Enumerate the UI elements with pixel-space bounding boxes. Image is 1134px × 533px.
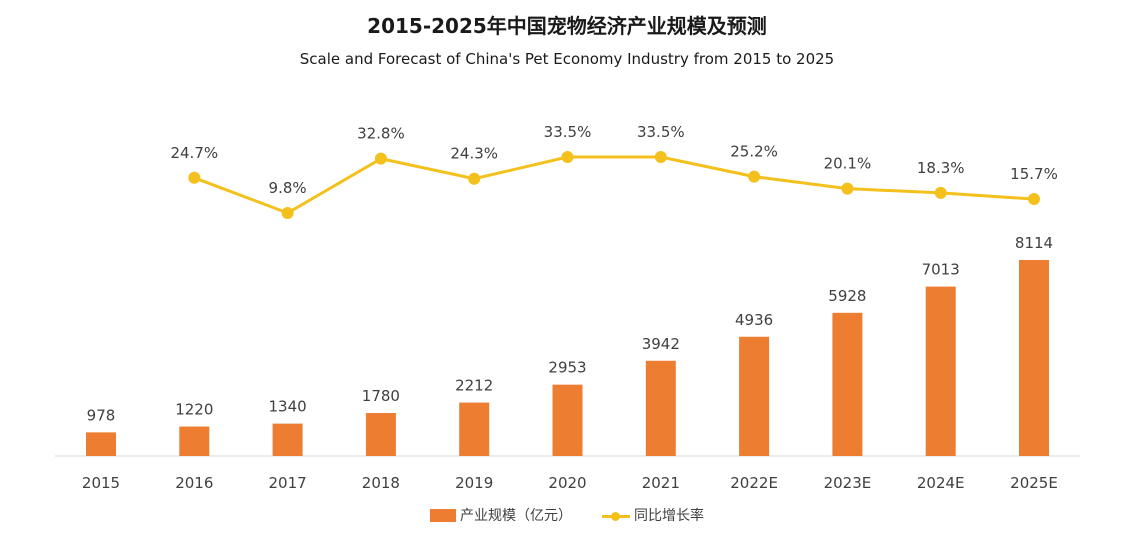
x-tick-label-2016: 2016 <box>175 474 213 492</box>
bar-label-2017: 1340 <box>269 398 307 416</box>
legend: 产业规模（亿元） 同比增长率 <box>0 505 1134 525</box>
legend-label-growth: 同比增长率 <box>634 508 704 524</box>
growth-label-2025E: 15.7% <box>1010 165 1058 183</box>
growth-label-2016: 24.7% <box>170 144 218 162</box>
growth-rate-line <box>193 155 1035 215</box>
bar-2016 <box>179 426 210 456</box>
growth-label-2020: 33.5% <box>544 123 592 141</box>
growth-point-2016 <box>188 171 201 184</box>
bar-label-2021: 3942 <box>642 335 680 353</box>
x-tick-label-2022E: 2022E <box>730 474 778 492</box>
bar-2019 <box>459 402 490 456</box>
growth-point-2019 <box>468 172 481 185</box>
legend-line-swatch <box>602 509 630 522</box>
bar-label-2015: 978 <box>87 406 116 424</box>
bar-2024E <box>925 286 956 456</box>
x-tick-label-2023E: 2023E <box>824 474 872 492</box>
growth-label-2017: 9.8% <box>269 179 307 197</box>
bar-2025E <box>1019 260 1049 456</box>
bar-2017 <box>272 423 303 456</box>
growth-point-2020 <box>561 151 574 163</box>
growth-label-2023E: 20.1% <box>824 155 872 173</box>
legend-item-growth: 同比增长率 <box>602 505 704 525</box>
x-tick-label-2018: 2018 <box>362 474 400 492</box>
x-tick-label-2021: 2021 <box>642 474 680 492</box>
legend-label-scale: 产业规模（亿元） <box>460 508 572 524</box>
growth-label-2019: 24.3% <box>450 145 498 163</box>
chart-title: 2015-2025年中国宠物经济产业规模及预测 <box>367 14 767 38</box>
growth-point-2017 <box>281 207 294 220</box>
bar-2021 <box>645 360 676 456</box>
x-tick-label-2015: 2015 <box>82 474 120 492</box>
growth-point-2021 <box>654 151 667 163</box>
x-tick-label-2019: 2019 <box>455 474 493 492</box>
growth-point-2024E <box>934 186 947 199</box>
bar-2018 <box>365 413 396 456</box>
growth-label-2021: 33.5% <box>637 123 685 141</box>
x-tick-label-2017: 2017 <box>269 474 307 492</box>
bar-label-2018: 1780 <box>362 387 400 405</box>
bar-label-2025E: 8114 <box>1015 234 1053 252</box>
bar-2015 <box>86 432 116 456</box>
growth-point-2022E <box>748 170 761 183</box>
growth-point-2025E <box>1028 193 1040 206</box>
growth-label-2022E: 25.2% <box>730 143 778 161</box>
x-tick-label-2025E: 2025E <box>1010 474 1058 492</box>
growth-label-2024E: 18.3% <box>917 159 965 177</box>
bar-label-2022E: 4936 <box>735 311 773 329</box>
x-tick-label-2020: 2020 <box>548 474 586 492</box>
bar-label-2024E: 7013 <box>922 261 960 279</box>
legend-item-scale: 产业规模（亿元） <box>430 505 572 525</box>
bar-label-2019: 2212 <box>455 377 493 395</box>
chart-subtitle: Scale and Forecast of China's Pet Econom… <box>299 50 835 68</box>
growth-label-2018: 32.8% <box>357 125 405 143</box>
legend-bar-swatch <box>430 508 456 522</box>
bar-2022E <box>739 336 770 456</box>
bar-label-2020: 2953 <box>548 359 586 377</box>
bar-label-2023E: 5928 <box>828 287 866 305</box>
bar-label-2016: 1220 <box>175 401 213 419</box>
bar-2023E <box>832 312 863 456</box>
growth-point-2023E <box>841 182 854 195</box>
bar-2020 <box>552 384 583 456</box>
growth-point-2018 <box>374 152 387 165</box>
x-tick-label-2024E: 2024E <box>917 474 965 492</box>
